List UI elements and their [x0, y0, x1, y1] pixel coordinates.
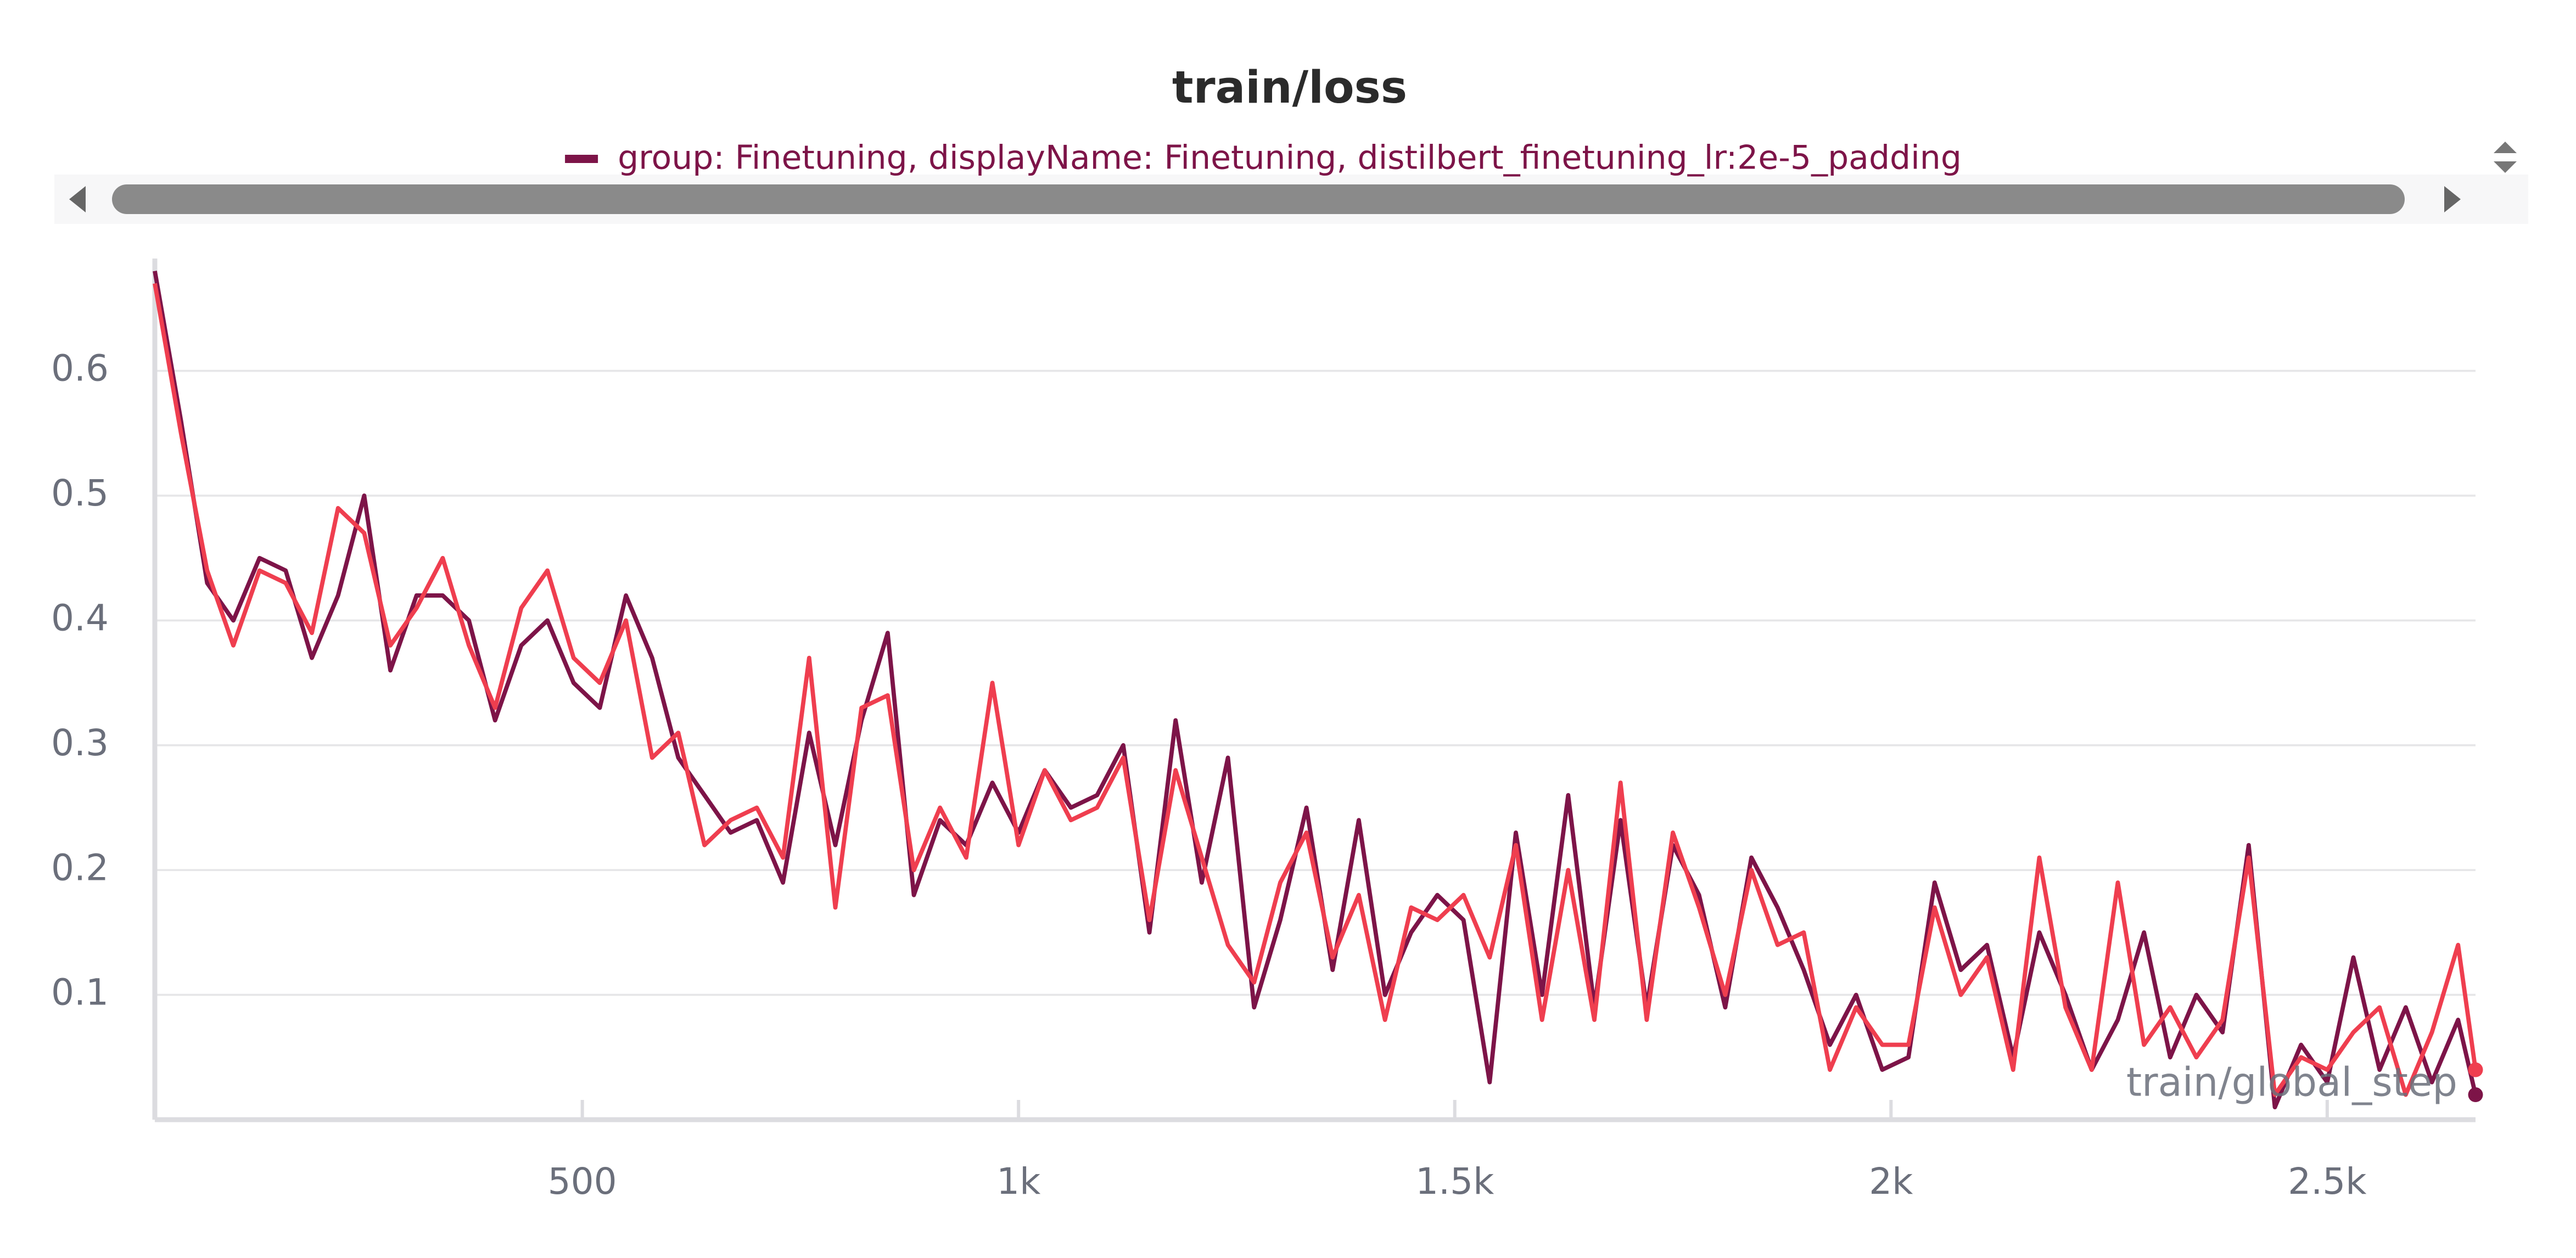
x-tick-label: 500 [548, 1160, 617, 1203]
y-tick-label: 0.4 [51, 597, 109, 639]
x-axis-label: train/global_step [2126, 1059, 2457, 1105]
legend-swatch [565, 155, 598, 163]
legend-label: group: Finetuning, displayName: Finetuni… [618, 139, 1962, 177]
y-tick-label: 0.3 [51, 722, 109, 764]
y-tick-label: 0.2 [51, 846, 109, 889]
scrollbar[interactable] [54, 175, 2528, 224]
scroll-left-arrow[interactable] [69, 186, 86, 212]
y-tick-label: 0.6 [51, 347, 109, 390]
legend-toggle[interactable] [2494, 142, 2517, 173]
chart-title: train/loss [1172, 62, 1407, 114]
series-end-point [2468, 1062, 2483, 1077]
x-tick-label: 1.5k [1415, 1160, 1494, 1203]
scroll-thumb[interactable] [112, 184, 2405, 214]
x-tick-label: 1k [996, 1160, 1041, 1203]
scroll-right-arrow[interactable] [2444, 186, 2461, 212]
x-tick-label: 2.5k [2288, 1160, 2367, 1203]
series-end-point [2468, 1087, 2483, 1103]
y-tick-label: 0.5 [51, 472, 109, 514]
x-tick-label: 2k [1869, 1160, 1913, 1203]
y-tick-label: 0.1 [51, 971, 109, 1014]
series-line [153, 271, 2478, 1110]
series-line [153, 283, 2478, 1097]
